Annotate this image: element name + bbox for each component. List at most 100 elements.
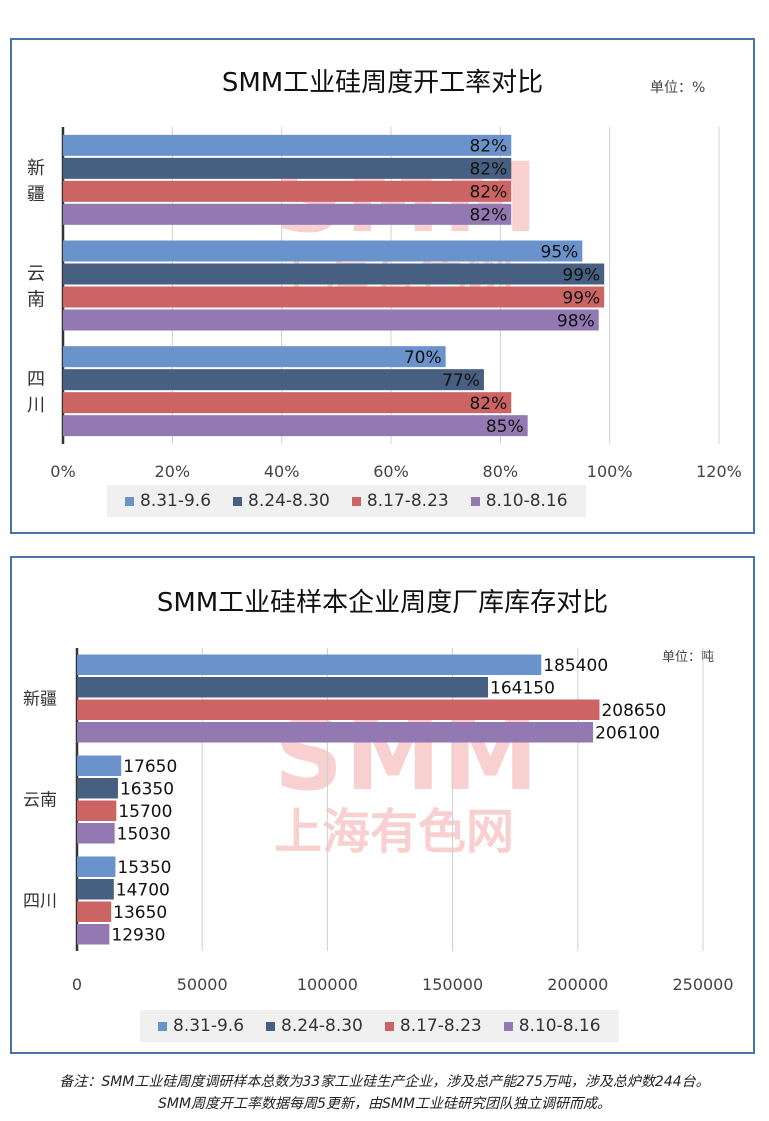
- category-label: 川: [27, 395, 45, 416]
- bar: [63, 369, 484, 391]
- data-label: 12930: [111, 926, 165, 946]
- legend-label: 8.24-8.30: [248, 491, 330, 511]
- legend-swatch: [125, 496, 134, 506]
- category-label: 南: [27, 290, 45, 311]
- legend-item: 8.31-9.6: [125, 491, 211, 511]
- legend-label: 8.31-9.6: [173, 1016, 245, 1036]
- x-tick-label: 100000: [297, 975, 358, 994]
- bar: [63, 134, 512, 156]
- data-label: 15350: [117, 858, 171, 878]
- bar: [63, 346, 446, 368]
- data-label: 85%: [486, 417, 524, 437]
- inventory-chart-panel: SMM工业硅样本企业周度厂库库存对比 单位：吨 SMM 上海有色网 0 50000…: [10, 556, 755, 1054]
- bar: [63, 392, 512, 414]
- data-label: 164150: [490, 679, 555, 699]
- data-label: 70%: [404, 348, 442, 368]
- legend-item: 8.10-8.16: [470, 491, 568, 511]
- x-tick-label: 120%: [696, 462, 742, 481]
- footnote-line-1: 备注：SMM工业硅周度调研样本总数为33家工业硅生产企业，涉及总产能275万吨，…: [59, 1074, 710, 1090]
- data-label: 99%: [562, 265, 600, 285]
- data-label: 185400: [543, 656, 608, 676]
- legend-swatch: [503, 1021, 513, 1031]
- utilization-bar-chart: 0% 20% 40% 60% 80% 100% 120% 82% 82% 82% 82% 新疆 95% 9…: [27, 127, 742, 481]
- legend-item: 8.17-8.23: [351, 491, 449, 511]
- bar: [77, 654, 542, 675]
- category-label: 新: [27, 158, 45, 179]
- legend-swatch: [351, 496, 361, 506]
- data-label: 15700: [118, 802, 172, 822]
- data-label: 206100: [595, 724, 660, 744]
- legend-label: 8.17-8.23: [399, 1016, 482, 1036]
- bar: [63, 180, 512, 202]
- data-label: 82%: [469, 394, 507, 414]
- legend-label: 8.24-8.30: [281, 1016, 363, 1036]
- legend-swatch: [470, 496, 480, 506]
- category-label: 四: [27, 369, 45, 390]
- x-tick-label: 20%: [155, 462, 191, 481]
- data-label: 77%: [442, 371, 480, 391]
- footnote: 备注：SMM工业硅周度调研样本总数为33家工业硅生产企业，涉及总产能275万吨，…: [0, 1071, 769, 1115]
- legend-swatch: [266, 1021, 276, 1031]
- bar: [63, 286, 605, 308]
- legend-label: 8.10-8.16: [518, 1016, 601, 1036]
- bar: [77, 699, 600, 720]
- x-tick-label: 200000: [547, 975, 608, 994]
- bar: [77, 755, 122, 776]
- legend-item: 8.31-9.6: [158, 1016, 244, 1036]
- x-tick-label: 150000: [422, 975, 483, 994]
- legend-label: 8.10-8.16: [485, 491, 568, 511]
- inventory-unit-label: 单位：吨: [662, 650, 715, 665]
- bar: [77, 856, 116, 877]
- bar: [77, 823, 115, 844]
- legend-label: 8.31-9.6: [140, 491, 212, 511]
- data-label: 14700: [116, 881, 170, 901]
- data-label: 82%: [469, 183, 507, 203]
- bar: [63, 157, 512, 179]
- bar: [77, 778, 118, 799]
- bar: [77, 677, 489, 698]
- data-label: 16350: [120, 780, 174, 800]
- category-label: 新疆: [23, 690, 57, 710]
- legend-item: 8.10-8.16: [503, 1016, 601, 1036]
- x-tick-label: 40%: [264, 462, 300, 481]
- legend-swatch: [158, 1021, 167, 1031]
- x-tick-label: 60%: [373, 462, 409, 481]
- x-tick-label: 50000: [177, 975, 228, 994]
- x-tick-label: 100%: [587, 462, 633, 481]
- data-label: 13650: [113, 903, 167, 923]
- data-label: 82%: [469, 160, 507, 180]
- bar: [63, 415, 528, 437]
- inventory-bar-chart: 0 50000 100000 150000 200000 250000 185400 1641…: [23, 648, 734, 994]
- x-tick-label: 80%: [483, 462, 519, 481]
- x-tick-label: 0%: [50, 462, 75, 481]
- data-label: 95%: [541, 242, 579, 262]
- utilization-legend: 8.31-9.6 8.24-8.30 8.17-8.23 8.10-8.16: [107, 485, 586, 517]
- utilization-chart-title: SMM工业硅周度开工率对比: [221, 68, 544, 98]
- bar: [63, 309, 599, 331]
- utilization-chart-panel: SMM工业硅周度开工率对比 单位：% SMM 上海有色网 0%20%40%60%…: [10, 38, 755, 534]
- inventory-legend: 8.31-9.6 8.24-8.30 8.17-8.23 8.10-8.16: [140, 1010, 619, 1042]
- category-label: 疆: [27, 184, 45, 205]
- category-label: 云: [27, 264, 45, 285]
- inventory-chart-title: SMM工业硅样本企业周度厂库库存对比: [156, 588, 609, 618]
- bar: [77, 722, 594, 743]
- legend-item: 8.17-8.23: [384, 1016, 482, 1036]
- bar: [77, 924, 110, 945]
- data-label: 82%: [469, 137, 507, 157]
- data-label: 82%: [469, 206, 507, 226]
- legend-item: 8.24-8.30: [266, 1016, 363, 1036]
- category-label: 云南: [23, 791, 57, 811]
- legend-item: 8.24-8.30: [233, 491, 330, 511]
- legend-swatch: [233, 496, 243, 506]
- category-label: 四川: [23, 892, 57, 912]
- utilization-unit-label: 单位：%: [650, 80, 706, 96]
- bar: [63, 203, 512, 225]
- x-tick-label: 0: [72, 975, 82, 994]
- bar: [63, 263, 605, 285]
- legend-label: 8.17-8.23: [366, 491, 449, 511]
- data-label: 17650: [123, 757, 177, 777]
- data-label: 98%: [557, 311, 595, 331]
- data-label: 15030: [117, 825, 171, 845]
- x-tick-label: 250000: [672, 975, 733, 994]
- bar: [77, 879, 114, 900]
